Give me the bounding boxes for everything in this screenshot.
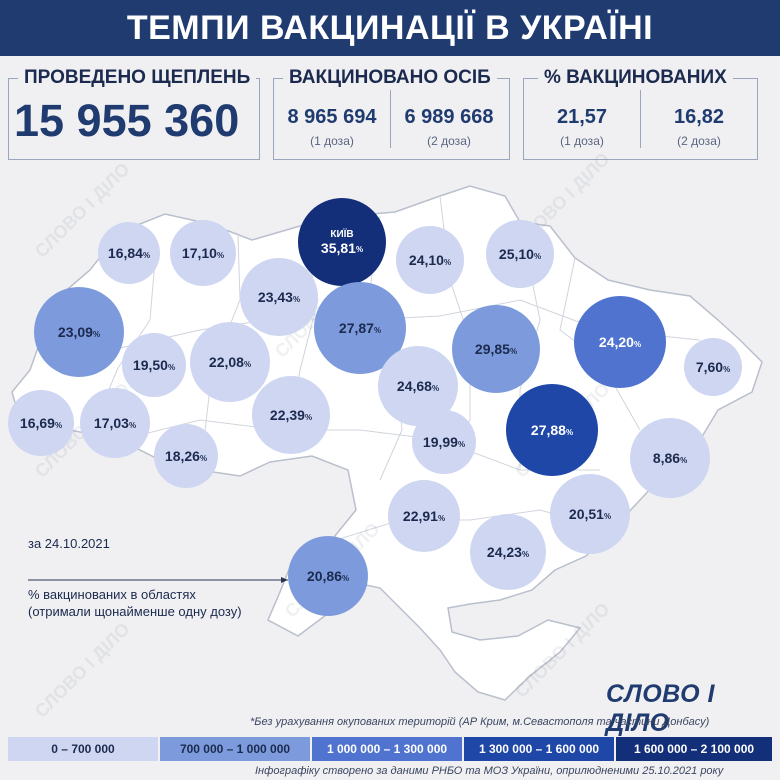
- region-value: 29,85: [474, 341, 510, 357]
- people-dose1-note: (1 доза): [310, 134, 354, 148]
- region-bubble: 19,99%: [412, 410, 476, 474]
- page-title: ТЕМПИ ВАКЦИНАЦІЇ В УКРАЇНІ: [126, 9, 654, 47]
- percent-dose1-value: 21,57: [556, 106, 608, 128]
- region-value: 27,87: [338, 320, 374, 336]
- region-value: 24,23: [486, 544, 522, 560]
- region-value: 27,88: [530, 422, 566, 438]
- legend-item-0: 0 – 700 000: [8, 737, 158, 761]
- region-bubble: 23,43%: [240, 258, 318, 336]
- shots-value: 15 955 360: [14, 95, 240, 146]
- region-bubble: 25,10%: [486, 220, 554, 288]
- region-value: 24,20: [598, 334, 634, 350]
- region-value: 16,84: [107, 245, 143, 261]
- region-value: 22,91: [402, 508, 438, 524]
- date-note: за 24.10.2021: [28, 536, 110, 551]
- legend-item-4: 1 600 000 – 2 100 000: [616, 737, 772, 761]
- region-bubble: 29,85%: [452, 305, 540, 393]
- percent-dose1-note: (1 доза): [560, 134, 604, 148]
- people-box: [273, 78, 510, 160]
- shots-box: [8, 78, 260, 160]
- region-bubble: 20,51%: [550, 474, 630, 554]
- region-value: 23,43: [257, 289, 293, 305]
- region-value: 22,39: [269, 407, 305, 423]
- region-bubble: 16,84%: [98, 222, 160, 284]
- header-banner: ТЕМПИ ВАКЦИНАЦІЇ В УКРАЇНІ: [0, 0, 780, 56]
- region-bubble: 23,09%: [34, 287, 124, 377]
- percent-divider: [640, 90, 641, 148]
- region-bubble: 22,39%: [252, 376, 330, 454]
- region-value: 35,81: [320, 239, 356, 256]
- shots-label: ПРОВЕДЕНО ЩЕПЛЕНЬ: [18, 67, 257, 89]
- percent-dose2-value: 16,82: [673, 106, 725, 128]
- region-value: 17,10: [181, 245, 217, 261]
- people-divider: [390, 90, 391, 148]
- region-value: 16,69: [19, 415, 55, 431]
- region-value: 20,86: [306, 568, 342, 584]
- region-bubble: 22,91%: [388, 480, 460, 552]
- country-shape: [11, 185, 763, 701]
- region-bubble: 16,69%: [8, 390, 74, 456]
- people-dose1-value: 8 965 694: [287, 106, 377, 128]
- legend-note: % вакцинованих в областях (отримали щона…: [28, 587, 242, 619]
- region-bubble: 7,60%: [684, 338, 742, 396]
- region-bubble: 17,10%: [170, 220, 236, 286]
- brand-logo: СЛОВО І ДІЛО: [606, 680, 715, 737]
- region-value: 19,99: [422, 434, 458, 450]
- region-bubble: 8,86%: [630, 418, 710, 498]
- region-bubble: 24,10%: [396, 226, 464, 294]
- region-value: 25,10: [498, 246, 534, 262]
- region-value: 18,26: [164, 448, 200, 464]
- people-dose2-value: 6 989 668: [404, 106, 494, 128]
- region-value: 22,08: [208, 354, 244, 370]
- region-value: 24,10: [408, 252, 444, 268]
- percent-dose2-note: (2 доза): [677, 134, 721, 148]
- region-value: 24,68: [396, 378, 432, 394]
- region-value: 19,50: [132, 357, 168, 373]
- legend-item-2: 1 000 000 – 1 300 000: [312, 737, 462, 761]
- footnote: *Без урахування окупованих територій (АР…: [250, 716, 710, 728]
- region-bubble: 20,86%: [288, 536, 368, 616]
- region-bubble: 24,23%: [470, 514, 546, 590]
- kyiv-bubble: КИЇВ 35,81%: [298, 198, 386, 286]
- legend-item-3: 1 300 000 – 1 600 000: [464, 737, 614, 761]
- region-value: 7,60: [695, 359, 724, 375]
- credit-line: Інфографіку створено за даними РНБО та М…: [255, 765, 724, 777]
- region-bubble: 27,88%: [506, 384, 598, 476]
- region-bubble: 22,08%: [190, 322, 270, 402]
- region-value: 20,51: [568, 506, 604, 522]
- people-label: ВАКЦИНОВАНО ОСІБ: [283, 67, 497, 89]
- region-value: 23,09: [57, 324, 93, 340]
- region-bubble: 24,20%: [574, 296, 666, 388]
- region-bubble: 18,26%: [154, 424, 218, 488]
- legend-item-1: 700 000 – 1 000 000: [160, 737, 310, 761]
- people-dose2-note: (2 доза): [427, 134, 471, 148]
- kyiv-label: КИЇВ: [330, 228, 354, 240]
- region-value: 8,86: [652, 450, 681, 466]
- region-value: 17,03: [93, 415, 129, 431]
- region-bubble: 17,03%: [80, 388, 150, 458]
- region-bubble: 19,50%: [122, 333, 186, 397]
- percent-label: % ВАКЦИНОВАНИХ: [538, 67, 733, 89]
